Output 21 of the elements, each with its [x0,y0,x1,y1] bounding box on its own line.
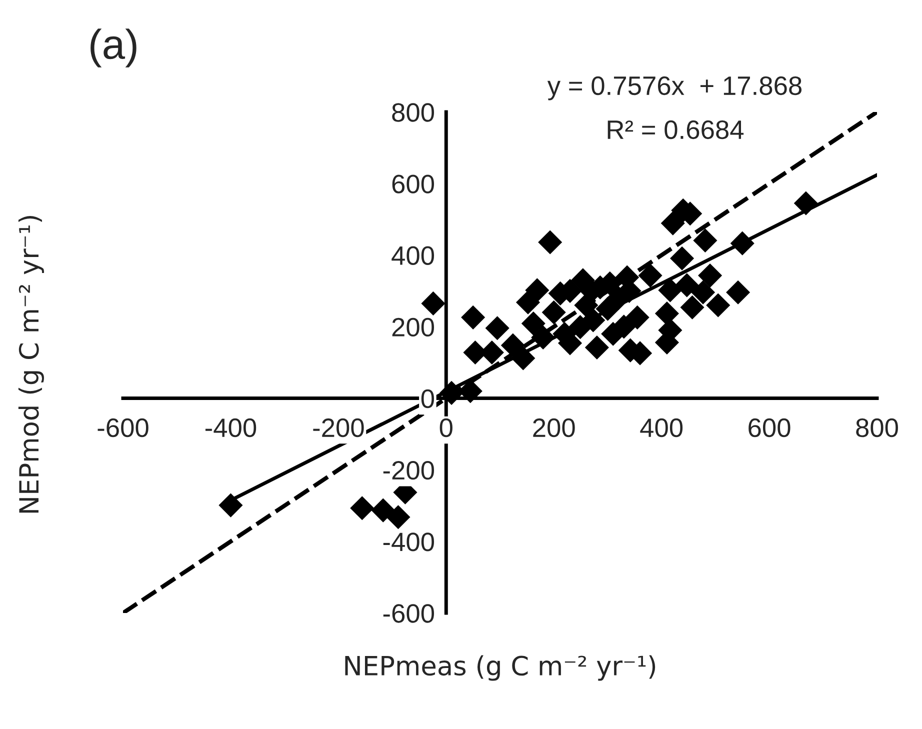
x-tick-label: 600 [748,418,790,438]
y-axis-title: NEPmod (g C m⁻² yr⁻¹) [18,216,44,513]
x-axis-title: NEPmeas (g C m⁻² yr⁻¹) [345,655,656,681]
text: y = 0.7576x + 17.868 [547,76,802,100]
chart-title: (a) [90,28,136,68]
x-tick-label: -200 [313,418,364,438]
x-tick-label: 200 [533,418,575,438]
annotation: R² = 0.6684 [608,120,744,140]
x-tick-label: -600 [98,418,148,438]
x-tick-label: -400 [205,418,256,438]
y-tick-label: -400 [383,532,434,552]
y-tick-label: -600 [383,604,434,623]
x-tick-label: 800 [856,418,898,438]
y-tick-label: -200 [383,460,434,480]
x-tick-label: 400 [640,418,683,438]
y-tick-label: 800 [392,103,434,122]
y-tick-label: 0 [421,389,434,408]
y-tick-label: 400 [392,246,434,265]
y-tick-label: 200 [392,318,434,337]
y-tick-label: 600 [392,174,434,194]
x-tick-label: 0 [440,418,452,438]
